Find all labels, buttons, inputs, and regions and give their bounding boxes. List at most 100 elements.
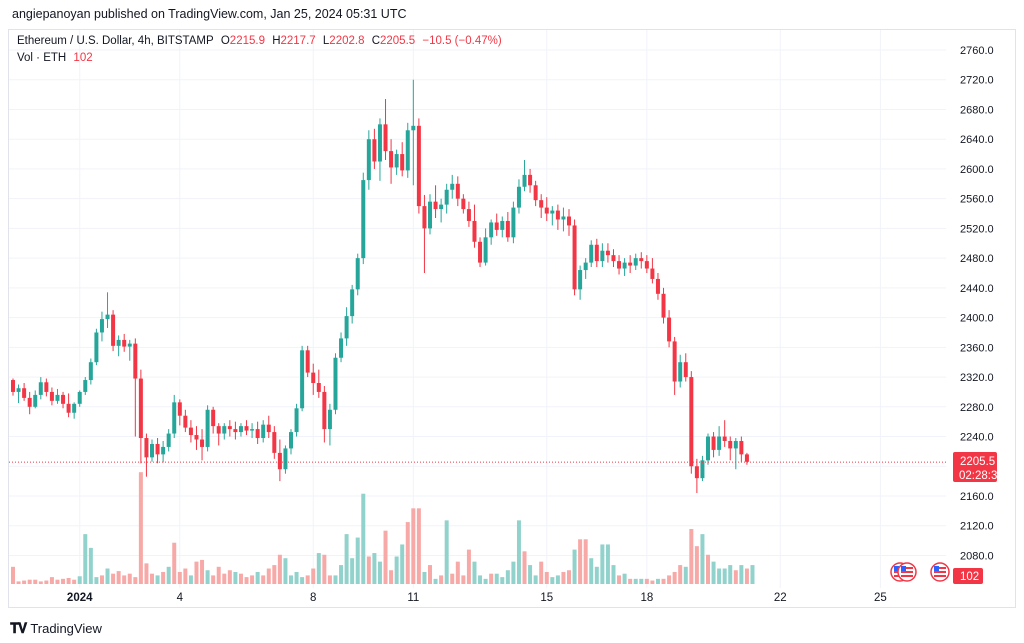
candle-body — [422, 206, 427, 229]
volume-bar — [383, 530, 388, 584]
volume-bar — [505, 570, 510, 584]
volume-bar — [49, 577, 54, 584]
candle-body — [216, 426, 221, 434]
last-price-tag: 2205.5 02:28:37 — [953, 452, 1004, 482]
candle-body — [589, 244, 594, 263]
volume-bar — [667, 575, 672, 584]
candle-body — [133, 343, 138, 379]
candle-body — [66, 403, 71, 413]
candle-body — [394, 154, 399, 168]
candle-body — [578, 270, 583, 290]
candle-body — [706, 436, 710, 461]
candle-body — [99, 319, 104, 333]
volume-bar — [44, 580, 49, 584]
candle-body — [49, 391, 54, 401]
candle-body — [289, 432, 293, 449]
volume-bar — [188, 575, 193, 584]
volume-bar — [489, 573, 494, 584]
volume-bar — [594, 566, 599, 584]
candle-body — [728, 440, 733, 449]
volume-bar — [361, 493, 366, 584]
open-value: 2215.9 — [229, 35, 265, 47]
volume-bar — [88, 547, 93, 584]
publisher-header: angiepanoyan published on TradingView.co… — [12, 7, 407, 21]
volume-bar — [483, 578, 488, 584]
volume-bar — [622, 573, 627, 584]
price-tick-label: 2440.0 — [960, 283, 994, 295]
candle-body — [188, 427, 193, 436]
price-tick-label: 2280.0 — [960, 402, 994, 414]
volume-bar — [222, 573, 227, 584]
volume-bar — [322, 554, 327, 584]
volume-bar — [611, 565, 616, 584]
volume-bar — [166, 566, 171, 584]
volume-bar — [422, 571, 427, 584]
candle-body — [61, 394, 66, 404]
flag-icons — [890, 562, 950, 582]
candle-body — [138, 378, 143, 439]
volume-bar — [405, 522, 410, 584]
candle-body — [155, 443, 160, 455]
volume-bar — [316, 553, 321, 584]
volume-bar — [655, 578, 660, 584]
volume-bar — [522, 551, 527, 584]
candle-body — [489, 222, 494, 238]
candle-body — [366, 139, 371, 181]
candle-body — [316, 383, 321, 392]
chart-frame[interactable] — [8, 29, 1016, 608]
candle-body — [272, 432, 277, 453]
volume-bar — [550, 577, 555, 584]
candle-body — [222, 426, 227, 434]
candle-body — [428, 201, 432, 229]
candle-body — [617, 261, 622, 269]
volume-bar — [105, 568, 110, 584]
candle-body — [333, 357, 338, 410]
volume-bar — [233, 571, 238, 584]
volume-bar — [99, 575, 104, 584]
candle-body — [450, 183, 455, 190]
volume-bar — [294, 571, 299, 584]
candle-body — [116, 339, 121, 346]
candle-body — [439, 204, 444, 210]
volume-bar — [444, 520, 449, 584]
candle-body — [294, 408, 299, 433]
volume-bar — [55, 579, 60, 584]
candle-body — [344, 316, 349, 339]
footer-branding[interactable]: 𝐓𝐕 TradingView — [10, 620, 102, 637]
volume-bar — [133, 577, 138, 584]
candle-body — [211, 409, 216, 427]
volume-bar — [311, 568, 316, 584]
candle-body — [700, 460, 705, 479]
candle-body — [38, 382, 43, 395]
volume-bar — [183, 568, 188, 584]
candle-body — [283, 448, 288, 470]
volume-bar — [516, 520, 521, 584]
volume-bar — [333, 575, 338, 584]
price-tick-label: 2320.0 — [960, 372, 994, 384]
candle-body — [544, 207, 549, 214]
volume-bar — [61, 578, 66, 584]
volume-bar — [216, 566, 221, 584]
candle-body — [233, 429, 238, 433]
candle-body — [516, 186, 521, 208]
candle-body — [583, 262, 588, 271]
candle-body — [361, 180, 366, 259]
volume-bar — [433, 578, 438, 584]
candle-body — [250, 429, 255, 431]
candle-body — [472, 220, 477, 242]
candle-body — [27, 397, 32, 407]
candle-body — [33, 394, 38, 407]
candle-body — [255, 429, 260, 439]
candle-body — [466, 209, 471, 221]
open-label: O — [220, 35, 230, 47]
symbol-legend: Ethereum / U.S. Dollar, 4h, BITSTAMP O22… — [17, 33, 502, 50]
candle-body — [144, 438, 149, 458]
volume-bar — [272, 565, 277, 584]
price-axis: 2160.02200.02240.02280.02320.02360.02400… — [960, 45, 994, 562]
candle-body — [111, 314, 116, 346]
volume-bar — [289, 575, 293, 584]
volume-bar — [617, 575, 622, 584]
volume-bar — [194, 561, 199, 584]
volume-bar — [155, 575, 160, 584]
